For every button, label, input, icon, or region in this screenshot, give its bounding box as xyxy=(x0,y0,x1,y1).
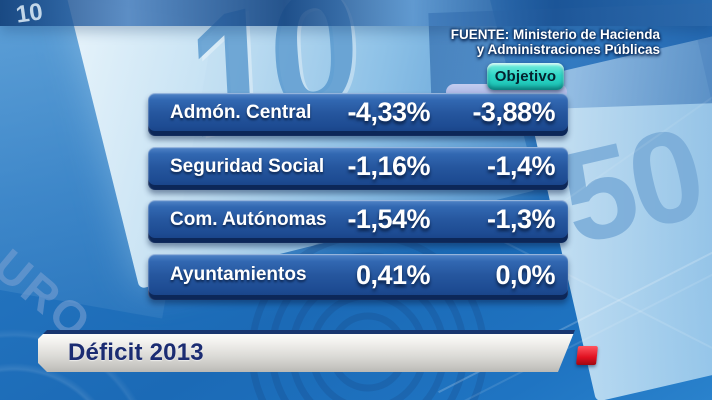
objetivo-value: -1,3% xyxy=(486,204,556,234)
deficit-value: -1,54% xyxy=(347,204,430,234)
source-attribution: FUENTE: Ministerio de Hacienda y Adminis… xyxy=(451,27,660,57)
source-line-2: y Administraciones Públicas xyxy=(476,42,660,57)
deficit-value: -4,33% xyxy=(347,97,430,127)
table-row: Seguridad Social -1,16% -1,4% xyxy=(148,147,568,190)
row-label: Com. Autónomas xyxy=(170,208,327,230)
table-row: Com. Autónomas -1,54% -1,3% xyxy=(148,200,568,243)
source-line-1: FUENTE: Ministerio de Hacienda xyxy=(450,27,660,42)
deficit-value: -1,16% xyxy=(347,151,430,181)
table-row: Ayuntamientos 0,41% 0,0% xyxy=(148,254,568,300)
red-end-marker xyxy=(576,346,598,365)
objetivo-value: 0,0% xyxy=(495,259,555,290)
table-row: Admón. Central -4,33% -3,88% xyxy=(148,93,568,136)
title-bar: Déficit 2013 xyxy=(38,330,575,372)
row-label: Seguridad Social xyxy=(170,155,325,177)
bg-security-thread xyxy=(697,34,712,362)
objetivo-value: -1,4% xyxy=(486,151,556,181)
row-label: Ayuntamientos xyxy=(170,264,307,285)
bg-top-strip xyxy=(0,0,712,26)
bg-numeral-10: 10 xyxy=(163,0,371,171)
row-label: Admón. Central xyxy=(170,101,312,123)
title-text: Déficit 2013 xyxy=(68,339,204,366)
objetivo-badge: Objetivo xyxy=(487,63,564,90)
deficit-value: 0,41% xyxy=(355,259,431,290)
bg-numeral-50: 50 xyxy=(547,99,712,273)
objetivo-value: -3,88% xyxy=(472,97,555,127)
bg-corner-numeral-10: 10 xyxy=(14,0,45,29)
